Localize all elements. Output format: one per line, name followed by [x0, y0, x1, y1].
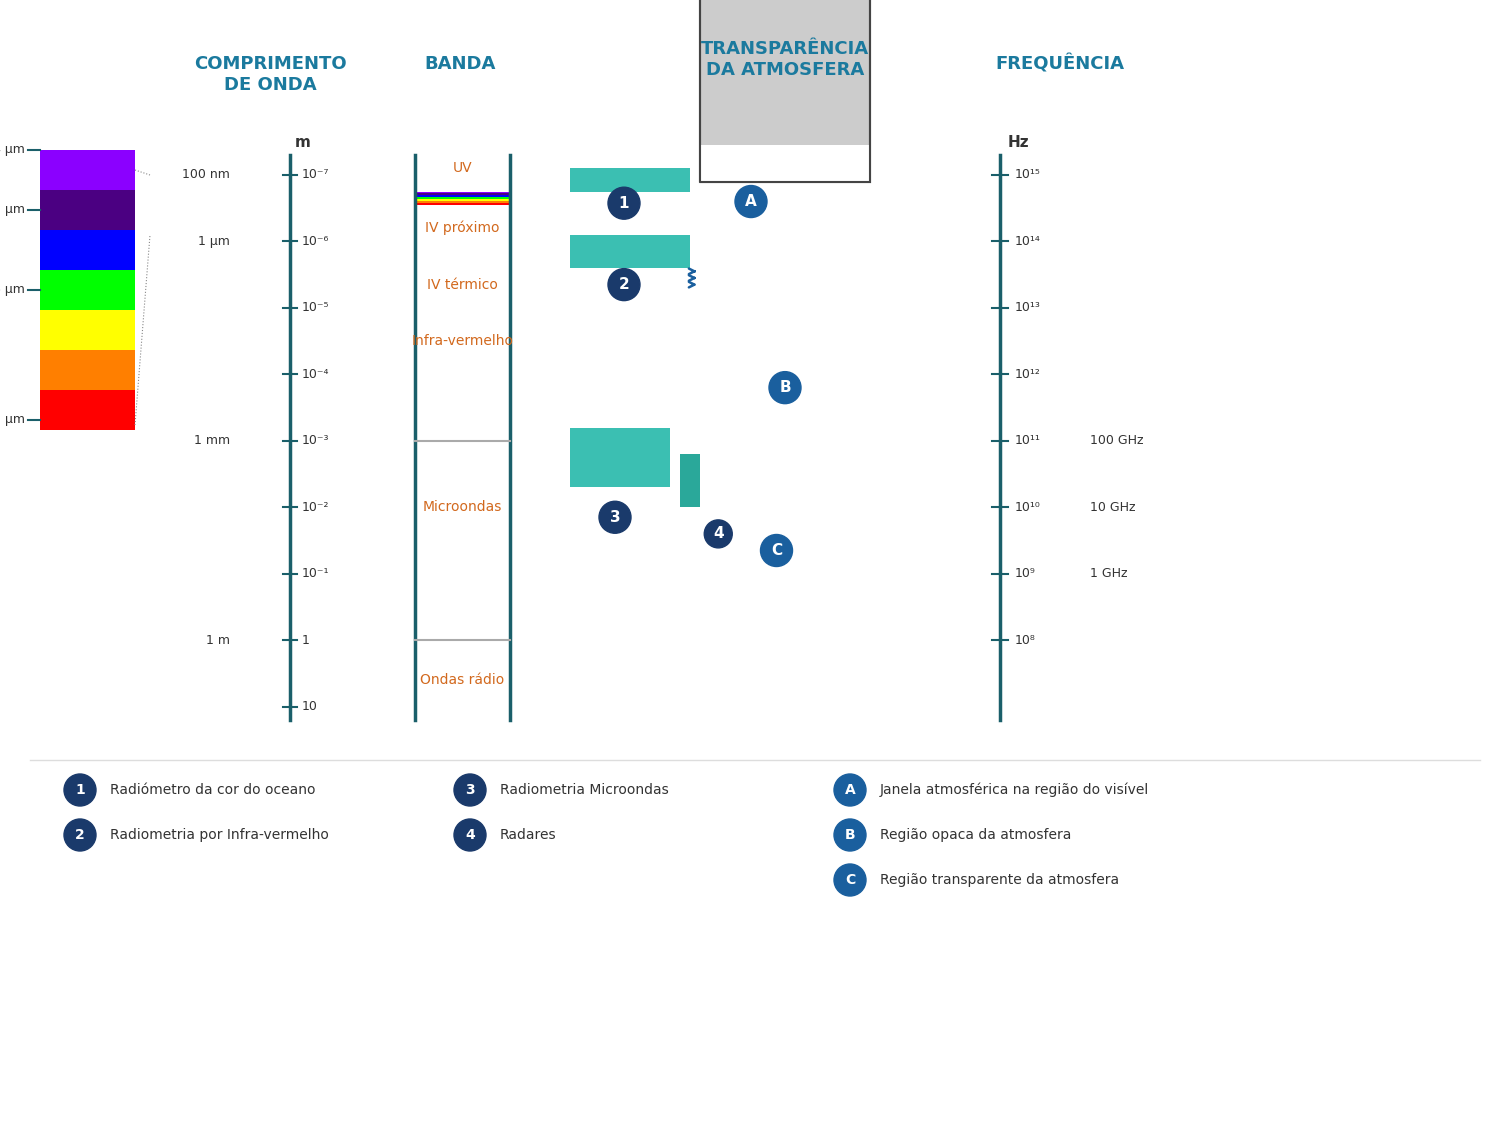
Bar	[416, 198, 510, 199]
Text: 10⁻³: 10⁻³	[302, 434, 330, 447]
Text: 4: 4	[712, 527, 723, 542]
Bar	[700, 0, 870, 182]
Text: Hz: Hz	[1008, 135, 1029, 150]
Text: 10⁹: 10⁹	[1016, 567, 1036, 581]
Circle shape	[834, 864, 866, 896]
Text: 1 mm: 1 mm	[194, 434, 230, 447]
Bar	[40, 270, 135, 310]
Bar	[40, 310, 135, 350]
Text: 10⁻¹: 10⁻¹	[302, 567, 330, 581]
Text: 10¹³: 10¹³	[1016, 302, 1041, 314]
Bar	[700, 149, 870, 182]
Circle shape	[64, 774, 96, 806]
Bar	[570, 427, 670, 487]
Text: 10 GHz: 10 GHz	[1090, 501, 1136, 514]
Text: 3: 3	[465, 783, 476, 797]
Circle shape	[834, 820, 866, 852]
Text: 4: 4	[465, 828, 476, 842]
Bar	[416, 195, 510, 198]
Circle shape	[64, 820, 96, 852]
Text: UV: UV	[453, 161, 472, 175]
Circle shape	[705, 520, 732, 547]
Circle shape	[735, 185, 766, 217]
Text: Radares: Radares	[500, 828, 556, 842]
Text: 2: 2	[75, 828, 86, 842]
Bar	[416, 201, 510, 203]
Text: C: C	[771, 543, 782, 558]
Text: 10⁸: 10⁸	[1016, 633, 1036, 647]
Text: 10: 10	[302, 701, 318, 713]
Circle shape	[454, 820, 486, 852]
Bar	[570, 234, 690, 267]
Bar	[700, 145, 870, 182]
Text: Radiometria Microondas: Radiometria Microondas	[500, 783, 669, 797]
Text: 10¹⁵: 10¹⁵	[1016, 168, 1041, 182]
Text: A: A	[746, 194, 758, 209]
Text: IV térmico: IV térmico	[427, 278, 498, 291]
Text: 2: 2	[618, 277, 630, 293]
Bar	[700, 0, 870, 182]
Circle shape	[760, 535, 792, 567]
Bar	[40, 230, 135, 270]
Text: 1 m: 1 m	[206, 633, 230, 647]
Text: Ondas rádio: Ondas rádio	[420, 673, 504, 687]
Text: 10⁻²: 10⁻²	[302, 501, 330, 514]
Text: 1: 1	[75, 783, 86, 797]
Text: Radiometria por Infra-vermelho: Radiometria por Infra-vermelho	[110, 828, 328, 842]
Text: 0.7 μm: 0.7 μm	[0, 414, 26, 426]
Bar	[700, 434, 870, 520]
Text: 3: 3	[609, 510, 621, 525]
Text: 10⁻⁵: 10⁻⁵	[302, 302, 330, 314]
Bar	[40, 390, 135, 430]
Text: Microondas: Microondas	[423, 501, 502, 514]
Bar	[416, 192, 510, 193]
Text: 0.6 μm: 0.6 μm	[0, 283, 26, 296]
Text: 10¹⁰: 10¹⁰	[1016, 501, 1041, 514]
Text: FREQUÊNCIA: FREQUÊNCIA	[996, 55, 1125, 74]
Text: Região transparente da atmosfera: Região transparente da atmosfera	[880, 873, 1119, 887]
Bar	[40, 150, 135, 190]
Bar	[40, 190, 135, 230]
Text: 10¹¹: 10¹¹	[1016, 434, 1041, 447]
Circle shape	[770, 371, 801, 403]
Text: IV próximo: IV próximo	[426, 221, 500, 235]
Text: 1 GHz: 1 GHz	[1090, 567, 1128, 581]
Text: COMPRIMENTO
DE ONDA: COMPRIMENTO DE ONDA	[194, 55, 346, 94]
Text: 10⁻⁷: 10⁻⁷	[302, 168, 330, 182]
Text: 100 nm: 100 nm	[182, 168, 230, 182]
Text: 1 μm: 1 μm	[198, 235, 230, 248]
Text: Região opaca da atmosfera: Região opaca da atmosfera	[880, 828, 1071, 842]
Text: 1: 1	[302, 633, 310, 647]
Text: 1: 1	[618, 195, 630, 210]
Text: A: A	[844, 783, 855, 797]
Text: 100 GHz: 100 GHz	[1090, 434, 1143, 447]
Circle shape	[834, 774, 866, 806]
Bar	[416, 203, 510, 205]
Text: B: B	[778, 381, 790, 395]
Bar	[416, 199, 510, 201]
Bar	[40, 350, 135, 390]
Bar	[570, 168, 690, 192]
Circle shape	[608, 187, 640, 219]
Circle shape	[598, 502, 632, 534]
Circle shape	[608, 269, 640, 301]
Text: 0.4 μm: 0.4 μm	[0, 144, 26, 157]
Text: Infra-vermelho: Infra-vermelho	[411, 334, 513, 349]
Circle shape	[454, 774, 486, 806]
Text: 10¹⁴: 10¹⁴	[1016, 235, 1041, 248]
Text: 0.5 μm: 0.5 μm	[0, 203, 26, 216]
Text: 10⁻⁶: 10⁻⁶	[302, 235, 330, 248]
Bar	[680, 454, 765, 507]
Text: TRANSPARÊNCIA
DA ATMOSFERA: TRANSPARÊNCIA DA ATMOSFERA	[700, 40, 868, 79]
Text: m: m	[296, 135, 310, 150]
Text: Janela atmosférica na região do visível: Janela atmosférica na região do visível	[880, 783, 1149, 798]
Text: 10¹²: 10¹²	[1016, 368, 1041, 381]
Text: BANDA: BANDA	[424, 55, 495, 73]
Text: Radiómetro da cor do oceano: Radiómetro da cor do oceano	[110, 783, 315, 797]
Text: B: B	[844, 828, 855, 842]
Text: 10⁻⁴: 10⁻⁴	[302, 368, 330, 381]
Text: C: C	[844, 873, 855, 887]
Bar	[416, 193, 510, 195]
